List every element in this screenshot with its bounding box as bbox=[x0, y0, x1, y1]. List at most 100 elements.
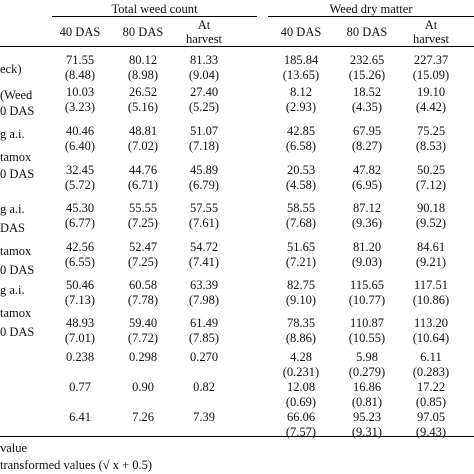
table-cell: 6.41 bbox=[69, 410, 91, 424]
table-cell: (13.65) bbox=[282, 68, 320, 82]
row-label: g a.i. bbox=[0, 127, 25, 141]
table-cell: (9.36) bbox=[351, 216, 383, 230]
table-cell: (7.01) bbox=[64, 331, 96, 345]
col-header: 80 DAS bbox=[122, 25, 164, 39]
table-cell: (0.81) bbox=[351, 395, 383, 409]
table-cell: 50.25 bbox=[416, 163, 446, 177]
table-cell: 84.61 bbox=[416, 240, 446, 254]
table-cell: (3.23) bbox=[64, 100, 96, 114]
table-cell: 80.12 bbox=[128, 53, 158, 67]
table-cell: 6.11 bbox=[420, 350, 442, 364]
table-cell: (6.40) bbox=[64, 139, 96, 153]
table-cell: (7.61) bbox=[188, 216, 220, 230]
table-cell: (6.71) bbox=[127, 178, 159, 192]
footnote: value bbox=[0, 441, 28, 455]
table-cell: 0.77 bbox=[69, 380, 91, 394]
table-cell: (10.64) bbox=[412, 331, 450, 345]
rule-body-bottom bbox=[0, 436, 474, 437]
table-cell: 55.55 bbox=[128, 201, 158, 215]
table-cell: (5.72) bbox=[64, 178, 96, 192]
table-cell: 40.46 bbox=[65, 124, 95, 138]
table-cell: (6.77) bbox=[64, 216, 96, 230]
table-cell: (5.16) bbox=[127, 100, 159, 114]
table-cell: (7.25) bbox=[127, 216, 159, 230]
group-total-weed-count: Total weed count bbox=[111, 2, 198, 16]
table-cell: (10.86) bbox=[412, 293, 450, 307]
table-cell: 185.84 bbox=[283, 53, 319, 67]
table-cell: (7.72) bbox=[127, 331, 159, 345]
table-cell: 7.39 bbox=[193, 410, 215, 424]
table-cell: 0.90 bbox=[132, 380, 154, 394]
table-cell: 0.270 bbox=[189, 350, 219, 364]
table-cell: (0.69) bbox=[285, 395, 317, 409]
table-cell: (7.98) bbox=[188, 293, 220, 307]
row-label: DAS bbox=[0, 221, 26, 235]
table-cell: (4.42) bbox=[415, 100, 447, 114]
table-cell: (5.25) bbox=[188, 100, 220, 114]
table-cell: (6.95) bbox=[351, 178, 383, 192]
table-cell: (2.93) bbox=[285, 100, 317, 114]
table-cell: (9.21) bbox=[415, 255, 447, 269]
rule-group1 bbox=[52, 16, 257, 17]
table-cell: 60.58 bbox=[128, 278, 158, 292]
table-cell: (7.21) bbox=[285, 255, 317, 269]
footnote: transformed values (√ x + 0.5) bbox=[0, 458, 153, 472]
table-cell: 63.39 bbox=[189, 278, 219, 292]
table-cell: 0.82 bbox=[193, 380, 215, 394]
table-cell: 115.65 bbox=[350, 278, 384, 292]
table-cell: 27.40 bbox=[189, 85, 219, 99]
table-cell: (7.57) bbox=[285, 425, 317, 439]
table-cell: (10.55) bbox=[348, 331, 386, 345]
row-label: (Weed bbox=[0, 88, 33, 102]
table-cell: (7.85) bbox=[188, 331, 220, 345]
row-label: 0 DAS bbox=[0, 167, 35, 181]
table-cell: (7.12) bbox=[415, 178, 447, 192]
table-cell: 81.20 bbox=[352, 240, 382, 254]
table-cell: 52.47 bbox=[128, 240, 158, 254]
row-label: 0 DAS bbox=[0, 325, 35, 339]
table-cell: (7.25) bbox=[127, 255, 159, 269]
table-cell: 59.40 bbox=[128, 316, 158, 330]
table-cell: (8.86) bbox=[285, 331, 317, 345]
table-cell: (0.283) bbox=[412, 365, 450, 379]
table-cell: 75.25 bbox=[416, 124, 446, 138]
table-cell: (8.98) bbox=[127, 68, 159, 82]
table-cell: (4.35) bbox=[351, 100, 383, 114]
table-cell: 48.93 bbox=[65, 316, 95, 330]
col-header: 40 DAS bbox=[280, 25, 322, 39]
row-label: 0 DAS bbox=[0, 104, 35, 118]
table-cell: 97.05 bbox=[416, 410, 446, 424]
table-cell: 19.10 bbox=[416, 85, 446, 99]
table-cell: 113.20 bbox=[414, 316, 448, 330]
table-cell: 58.55 bbox=[286, 201, 316, 215]
table-cell: 82.75 bbox=[286, 278, 316, 292]
table-cell: (0.85) bbox=[415, 395, 447, 409]
row-label: tamox bbox=[0, 306, 32, 320]
table-cell: 10.03 bbox=[65, 85, 95, 99]
table-cell: (7.18) bbox=[188, 139, 220, 153]
table-cell: 12.08 bbox=[286, 380, 316, 394]
table-cell: 232.65 bbox=[349, 53, 385, 67]
table-cell: 81.33 bbox=[189, 53, 219, 67]
table-cell: (15.09) bbox=[412, 68, 450, 82]
table-cell: 8.12 bbox=[290, 85, 312, 99]
table-cell: 57.55 bbox=[189, 201, 219, 215]
row-label: tamox bbox=[0, 244, 32, 258]
table-cell: (9.04) bbox=[188, 68, 220, 82]
table-cell: 110.87 bbox=[350, 316, 384, 330]
table-cell: (15.26) bbox=[348, 68, 386, 82]
table-cell: 47.82 bbox=[352, 163, 382, 177]
table-cell: 32.45 bbox=[65, 163, 95, 177]
table-cell: (10.77) bbox=[348, 293, 386, 307]
table-cell: 18.52 bbox=[352, 85, 382, 99]
table-cell: 71.55 bbox=[65, 53, 95, 67]
group-weed-dry-matter: Weed dry matter bbox=[329, 2, 413, 16]
table-cell: (7.41) bbox=[188, 255, 220, 269]
col-header: At bbox=[424, 18, 438, 32]
table-cell: (8.53) bbox=[415, 139, 447, 153]
table-cell: 95.23 bbox=[352, 410, 382, 424]
table-cell: 42.56 bbox=[65, 240, 95, 254]
table-cell: 5.98 bbox=[356, 350, 378, 364]
table-cell: (9.52) bbox=[415, 216, 447, 230]
